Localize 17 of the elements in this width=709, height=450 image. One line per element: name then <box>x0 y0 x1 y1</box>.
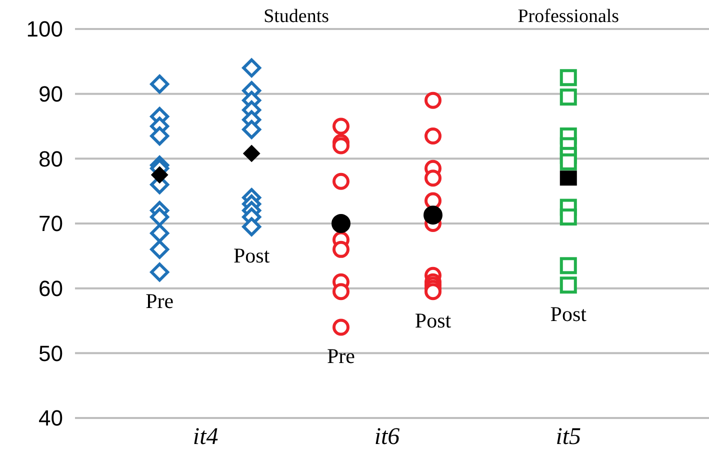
y-tick-label: 100 <box>26 16 63 42</box>
annotation: Post <box>234 244 270 268</box>
annotation: Post <box>550 302 587 326</box>
y-tick-label: 40 <box>38 406 63 431</box>
text: Students <box>264 6 330 27</box>
y-tick-label: 70 <box>38 211 63 236</box>
y-tick-label: 50 <box>38 340 63 366</box>
x-tick-label: it6 <box>374 424 400 450</box>
y-tick-label: 60 <box>38 276 63 302</box>
y-tick-label: 90 <box>38 82 63 107</box>
y-tick-label: 80 <box>38 146 63 172</box>
annotation: Pre <box>327 344 355 368</box>
x-tick-label: it4 <box>192 424 218 450</box>
x-tick-label: it5 <box>556 424 582 450</box>
annotation: Post <box>414 308 452 333</box>
annotation: Pre <box>146 289 174 314</box>
text: Professionals <box>518 6 620 27</box>
